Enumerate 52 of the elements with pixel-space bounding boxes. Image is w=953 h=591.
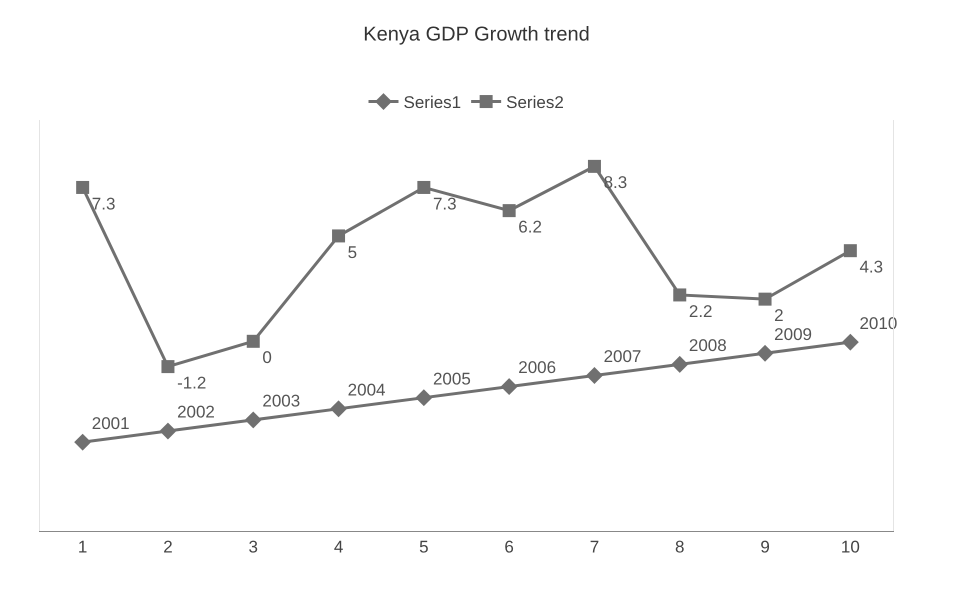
x-tick-label: 5 [419,537,429,556]
x-tick-label: 8 [675,537,684,556]
chart-title: Kenya GDP Growth trend [363,24,590,46]
legend-label: Series2 [506,93,564,112]
point [500,378,518,396]
x-tick-label: 7 [590,537,600,556]
data-label: 2006 [518,358,556,378]
data-label: 4.3 [859,258,884,277]
data-label: 6.2 [518,218,542,237]
data-label: 0 [262,348,272,368]
data-label: 2010 [859,314,898,333]
x-tick-label: 9 [760,537,770,556]
data-label: 2001 [92,414,130,433]
data-label: 7.3 [92,194,116,214]
data-label: 2003 [262,392,300,411]
data-label: 2008 [688,336,727,356]
x-tick-label: 3 [248,537,258,556]
point [756,344,774,362]
point [671,356,688,373]
data-label: 2005 [432,369,471,388]
point [844,244,857,258]
point [588,160,601,173]
point [842,334,859,351]
x-tick-label: 6 [504,537,514,556]
point [758,292,772,306]
x-tick-label: 4 [334,537,344,556]
data-label: 2002 [177,402,215,422]
data-label: 2 [774,306,784,326]
point [76,180,90,194]
point [417,180,430,194]
data-label: 2007 [604,347,642,366]
x-tick-label: 10 [840,537,860,556]
x-tick-label: 2 [163,537,173,556]
point [330,400,347,418]
data-label: 2004 [348,380,386,400]
point [244,411,262,428]
point [246,334,260,348]
data-label: -1.2 [177,373,206,392]
point [160,422,176,440]
point [586,367,603,384]
data-label: 2009 [774,324,812,344]
point [74,434,92,451]
point [673,288,686,302]
data-label: 7.3 [432,194,457,214]
point [161,360,174,374]
data-label: 5 [348,242,358,262]
data-label: 2.2 [688,302,713,321]
legend-label: Series1 [404,93,462,112]
point [415,389,432,406]
point [502,204,516,218]
x-tick-label: 1 [78,537,88,556]
point [332,229,346,242]
